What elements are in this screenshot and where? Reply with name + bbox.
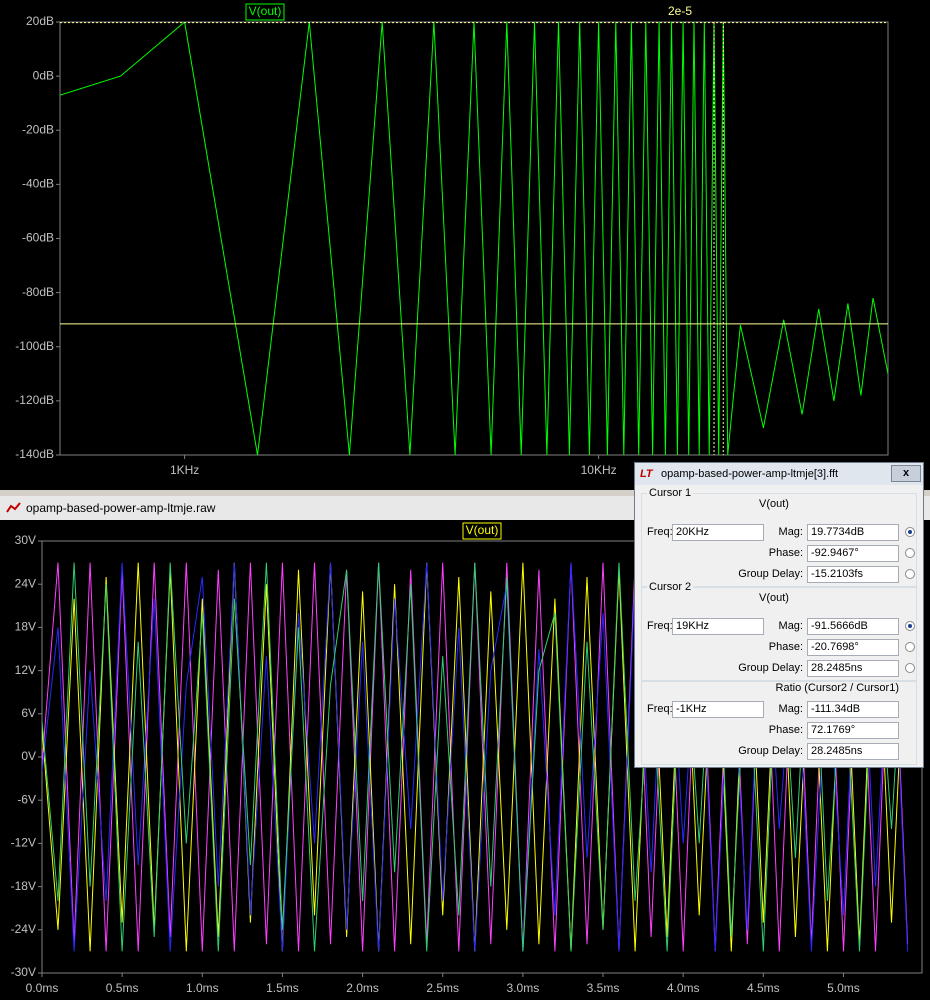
y-tick-label: 0V [21, 749, 36, 763]
radio-button[interactable] [905, 527, 915, 537]
field-label: Group Delay: [738, 662, 803, 674]
trace-name: V(out) [759, 498, 789, 510]
cursor-annotation: 2e-5 [668, 4, 692, 18]
radio-button[interactable] [905, 569, 915, 579]
y-tick-label: -18V [11, 879, 36, 893]
delay-field[interactable]: 28.2485ns [807, 660, 899, 677]
delay-field[interactable]: -15.2103fs [807, 566, 899, 583]
field-label: Phase: [768, 641, 803, 653]
y-tick-label: 6V [21, 706, 36, 720]
ratio-heading: Ratio (Cursor2 / Cursor1) [775, 682, 899, 694]
freq-field[interactable]: -1KHz [672, 701, 764, 718]
trace-label-box [245, 3, 285, 21]
field-label: Phase: [768, 547, 803, 559]
app-icon: LT [640, 468, 653, 480]
y-tick-label: 18V [15, 620, 36, 634]
field-label: Freq: [647, 703, 673, 715]
y-tick-label: -6V [17, 792, 36, 806]
dialog-titlebar [635, 463, 923, 485]
cursor-dialog: LT opamp-based-power-amp-ltmje[3].fft x … [634, 462, 924, 768]
x-tick-label: 5.0ms [827, 981, 860, 995]
x-tick-label: 4.0ms [667, 981, 700, 995]
field-label: Mag: [778, 703, 803, 715]
field-label: Mag: [778, 620, 803, 632]
y-tick-label: -24V [11, 922, 36, 936]
close-button[interactable]: x [891, 465, 921, 482]
phase-field[interactable]: 72.1769° [807, 722, 899, 739]
y-tick-label: 0dB [33, 68, 54, 82]
x-tick-label: 1.0ms [186, 981, 219, 995]
y-tick-label: -60dB [22, 231, 54, 245]
mag-field[interactable]: -111.34dB [807, 701, 899, 718]
delay-field[interactable]: 28.2485ns [807, 743, 899, 760]
group-heading: Cursor 2 [647, 580, 694, 594]
y-tick-label: -12V [11, 836, 36, 850]
y-tick-label: 20dB [26, 14, 54, 28]
y-tick-label: -40dB [22, 177, 54, 191]
trace-label: V(out) [466, 523, 499, 537]
y-tick-label: -100dB [15, 339, 54, 353]
group-box [641, 681, 917, 765]
x-tick-label: 10KHz [581, 463, 617, 477]
field-label: Group Delay: [738, 568, 803, 580]
field-label: Mag: [778, 526, 803, 538]
x-tick-label: 3.0ms [507, 981, 540, 995]
y-tick-label: 24V [15, 576, 36, 590]
group-heading: Cursor 1 [647, 486, 694, 500]
trace [60, 22, 888, 455]
dialog-title: opamp-based-power-amp-ltmje[3].fft [661, 468, 839, 480]
field-label: Freq: [647, 526, 673, 538]
trace [42, 562, 909, 952]
x-tick-label: 2.0ms [346, 981, 379, 995]
x-tick-label: 0.5ms [106, 981, 139, 995]
x-tick-label: 0.0ms [26, 981, 59, 995]
x-tick-label: 1KHz [170, 463, 199, 477]
window-icon [6, 502, 21, 513]
group-box [641, 587, 917, 681]
radio-button[interactable] [905, 621, 915, 631]
freq-field[interactable]: 19KHz [672, 618, 764, 635]
field-label: Freq: [647, 620, 673, 632]
y-tick-label: -80dB [22, 285, 54, 299]
x-tick-label: 1.5ms [266, 981, 299, 995]
y-tick-label: 12V [15, 663, 36, 677]
y-tick-label: -20dB [22, 122, 54, 136]
window-title: opamp-based-power-amp-ltmje.raw [26, 501, 216, 515]
field-label: Phase: [768, 724, 803, 736]
phase-field[interactable]: -20.7698° [807, 639, 899, 656]
y-tick-label: -30V [11, 965, 36, 979]
x-tick-label: 3.5ms [587, 981, 620, 995]
trace-name: V(out) [759, 592, 789, 604]
y-tick-label: -120dB [15, 393, 54, 407]
x-tick-label: 2.5ms [426, 981, 459, 995]
phase-field[interactable]: -92.9467° [807, 545, 899, 562]
field-label: Group Delay: [738, 745, 803, 757]
group-box [641, 493, 917, 587]
radio-button[interactable] [905, 548, 915, 558]
freq-field[interactable]: 20KHz [672, 524, 764, 541]
mag-field[interactable]: 19.7734dB [807, 524, 899, 541]
y-tick-label: -140dB [15, 447, 54, 461]
trace-label: V(out) [249, 4, 282, 18]
radio-button[interactable] [905, 642, 915, 652]
radio-button[interactable] [905, 663, 915, 673]
x-tick-label: 4.5ms [747, 981, 780, 995]
y-tick-label: 30V [15, 533, 36, 547]
fft-pane [0, 0, 930, 490]
trace-label-box [462, 522, 502, 540]
mag-field[interactable]: -91.5666dB [807, 618, 899, 635]
